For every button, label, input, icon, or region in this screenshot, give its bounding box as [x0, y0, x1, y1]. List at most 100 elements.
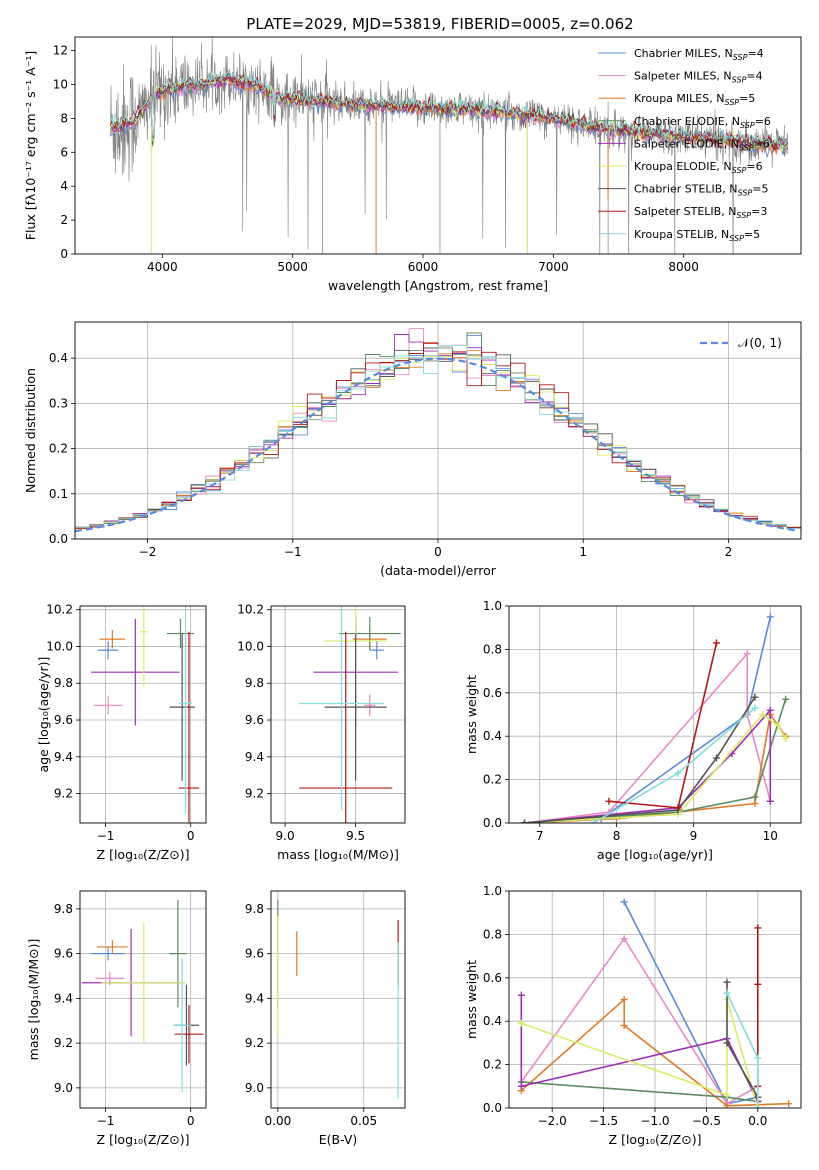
y-tick-label: 10.2 — [46, 603, 73, 617]
y-tick-label: 10 — [53, 77, 68, 91]
weight-marker — [590, 819, 598, 823]
plot-area — [91, 606, 200, 823]
legend-entry: Kroupa STELIB, NSSP=5 — [634, 228, 760, 243]
weight-series-5 — [524, 713, 787, 823]
weight-marker — [766, 797, 774, 805]
model-line-2 — [109, 76, 788, 155]
plot-area — [277, 899, 399, 1100]
gaussian-curve — [75, 357, 799, 533]
plot-area — [520, 613, 790, 823]
axes-frame — [74, 36, 802, 255]
plot-area — [517, 898, 793, 1108]
weight-marker — [723, 1039, 731, 1047]
chart-weight-vs-age: 7 8 9 10 0.0 0.2 0.4 0.6 0.8 1.0 age [log₁₀(age/yr… — [464, 599, 802, 862]
legend-entry: Chabrier ELODIE, NSSP=6 — [634, 115, 771, 130]
y-tick-label: 0.6 — [483, 686, 502, 700]
y-tick-label: 9.4 — [54, 750, 73, 764]
weight-marker — [723, 978, 731, 986]
x-tick-label: 4000 — [147, 260, 178, 274]
y-tick-label: 9.0 — [54, 1081, 73, 1095]
y-tick-label: 9.2 — [245, 1036, 264, 1050]
weight-marker — [620, 898, 628, 906]
errorbar-point-2 — [99, 629, 126, 649]
x-tick-label: −1.0 — [640, 1114, 669, 1128]
x-tick-label: 8000 — [668, 260, 699, 274]
weight-marker — [517, 1082, 525, 1090]
weight-marker — [751, 799, 759, 807]
errorbar-point-6 — [324, 633, 387, 781]
y-tick-label: 0.4 — [49, 351, 68, 365]
y-tick-label: 9.6 — [245, 947, 264, 961]
weight-series-6 — [726, 982, 759, 1098]
x-tick-label: 5000 — [277, 260, 308, 274]
errorbar-point-6 — [169, 633, 195, 781]
errorbar-point-7 — [174, 1005, 204, 1064]
weight-marker — [782, 695, 790, 703]
weight-marker — [517, 991, 525, 999]
chart-mass-vs-EBV: 0.00 0.05 9.0 9.2 9.4 9.6 9.8 E(B-V) — [245, 890, 406, 1147]
errorbar-point-7 — [299, 631, 393, 823]
x-axis-label: Z [log₁₀(Z/Z⊙)] — [97, 1132, 190, 1147]
x-tick-label: −2 — [139, 545, 157, 559]
y-axis-label: mass weight — [464, 960, 479, 1039]
x-axis-label: wavelength [Angstrom, rest frame] — [328, 278, 548, 293]
errorbar-point-8 — [178, 606, 193, 814]
weight-series-2 — [524, 712, 787, 823]
y-tick-label: 9.0 — [245, 1081, 264, 1095]
weight-marker — [754, 980, 762, 988]
legend-entry: Chabrier STELIB, NSSP=5 — [634, 183, 768, 198]
chart-mass-vs-Z: −1 0 9.0 9.2 9.4 9.6 9.8 Z [log₁₀(Z/Z⊙)] mass [l… — [26, 890, 207, 1147]
weight-series-6 — [524, 696, 756, 823]
y-axis-label: mass [log₁₀(M/M⊙)] — [26, 939, 41, 1061]
weight-marker — [520, 819, 528, 823]
weight-marker — [766, 706, 774, 714]
y-tick-label: 9.4 — [245, 991, 264, 1005]
y-tick-label: 6 — [60, 145, 68, 159]
y-tick-label: 9.8 — [54, 902, 73, 916]
y-axis-label: age [log₁₀(age/yr)] — [36, 657, 51, 773]
y-tick-label: 0.8 — [483, 927, 502, 941]
weight-marker — [517, 1019, 525, 1027]
x-tick-label: 1 — [579, 545, 587, 559]
y-tick-label: 0.2 — [483, 1058, 502, 1072]
legend-entry: Kroupa ELODIE, NSSP=6 — [634, 160, 763, 175]
weight-marker — [620, 996, 628, 1003]
errorbar-point-5 — [139, 606, 149, 687]
x-tick-label: −1 — [284, 545, 302, 559]
weight-marker — [743, 650, 751, 658]
x-tick-label: −1 — [97, 829, 115, 843]
x-tick-label: 6000 — [408, 260, 439, 274]
model-line-8 — [109, 70, 788, 151]
x-tick-label: 0.00 — [265, 1114, 292, 1128]
weight-marker — [712, 639, 720, 647]
axes-frame — [270, 605, 406, 824]
legend-entry: Salpeter ELODIE, NSSP=6 — [634, 137, 770, 152]
y-tick-label: 1.0 — [483, 884, 502, 898]
errorbar-point-0 — [369, 640, 384, 660]
weight-series-1 — [524, 651, 772, 823]
y-tick-label: 10.2 — [237, 603, 264, 617]
y-tick-label: 9.6 — [54, 713, 73, 727]
y-tick-label: 9.2 — [54, 787, 73, 801]
weight-marker — [674, 804, 682, 812]
y-tick-label: 0.0 — [49, 532, 68, 546]
errorbar-point-1 — [364, 694, 376, 717]
x-tick-label: 0 — [434, 545, 442, 559]
chart-age-vs-Z: −1 0 9.2 9.4 9.6 9.8 10.0 10.2 Z [log₁₀(Z/Z⊙)] ag… — [36, 603, 207, 862]
y-tick-label: 0.1 — [49, 487, 68, 501]
plot-area — [81, 899, 204, 1093]
y-tick-label: 9.4 — [54, 991, 73, 1005]
weight-marker — [782, 734, 790, 742]
plot-area — [109, 37, 789, 254]
x-axis-label: E(B-V) — [319, 1132, 358, 1147]
legend-entry: Chabrier MILES, NSSP=4 — [634, 47, 764, 62]
y-tick-label: 10.0 — [237, 639, 264, 653]
x-tick-label: 9 — [690, 829, 698, 843]
x-tick-label: −1 — [97, 1114, 115, 1128]
weight-marker — [751, 693, 759, 701]
figure-title: PLATE=2029, MJD=53819, FIBERID=0005, z=0… — [246, 15, 633, 33]
errorbar-point-2 — [97, 940, 128, 954]
legend-entry: Salpeter MILES, NSSP=4 — [634, 70, 763, 85]
axes-frame — [79, 890, 207, 1109]
y-tick-label: 9.8 — [245, 902, 264, 916]
